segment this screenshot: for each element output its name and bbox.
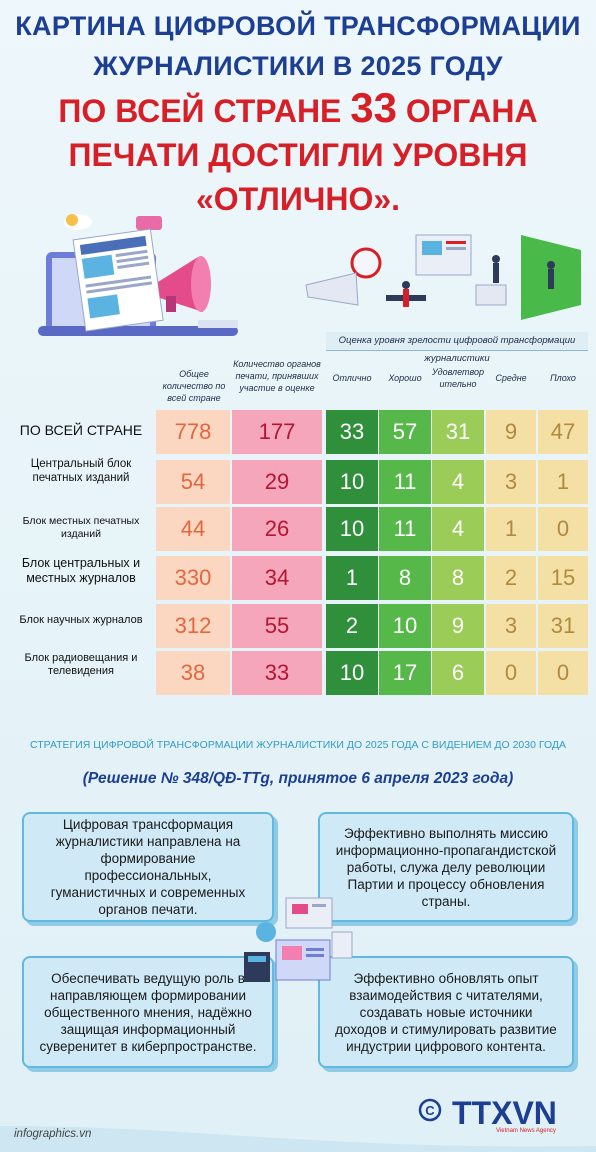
- table-cell-excellent: 1: [326, 556, 378, 600]
- table-cell-satisfactory: 4: [432, 507, 484, 551]
- table-cell-satisfactory: 9: [432, 604, 484, 648]
- table-cell-average: 2: [486, 556, 536, 600]
- row-label: Блок центральных и местных журналов: [21, 556, 141, 585]
- row-label: ПО ВСЕЙ СТРАНЕ: [19, 422, 143, 438]
- table-cell-satisfactory: 31: [432, 410, 484, 454]
- newspaper-megaphone-illustration: [38, 214, 238, 336]
- strategy-heading: СТРАТЕГИЯ ЦИФРОВОЙ ТРАНСФОРМАЦИИ ЖУРНАЛИ…: [30, 739, 566, 751]
- table-cell-poor: 31: [538, 604, 588, 648]
- goal-box-1: Цифровая трансформация журналистики напр…: [22, 812, 274, 922]
- footer-swoosh: [0, 1126, 596, 1152]
- title-line-2: ЖУРНАЛИСТИКИ В 2025 ГОДУ: [93, 51, 503, 81]
- headline-line-1: ПО ВСЕЙ СТРАНЕ 33 ОРГАНА: [58, 84, 538, 131]
- table-cell-good: 11: [379, 507, 431, 551]
- table-cell-excellent: 10: [326, 507, 378, 551]
- headline-line-2: ПЕЧАТИ ДОСТИГЛИ УРОВНЯ: [68, 137, 528, 173]
- table-cell-poor: 47: [538, 410, 588, 454]
- table-cell-poor: 0: [538, 507, 588, 551]
- row-label: Блок научных журналов: [19, 614, 143, 626]
- table-cell-total: 44: [156, 507, 230, 551]
- row-label: Блок радиовещания и телевидения: [24, 652, 138, 677]
- table-cell-participating: 177: [232, 410, 322, 454]
- table-cell-participating: 29: [232, 460, 322, 504]
- evaluation-header: Оценка уровня зрелости цифровой трансфор…: [326, 332, 588, 364]
- table-cell-average: 3: [486, 604, 536, 648]
- col-header-good: Хорошо: [388, 373, 422, 383]
- col-header-satisfactory: Удовлетвор ительно: [432, 367, 485, 389]
- table-cell-good: 11: [379, 460, 431, 504]
- table-cell-average: 9: [486, 410, 536, 454]
- col-header-total: Общее количество по всей стране: [162, 369, 226, 403]
- goal-box-4: Эффективно обновлять опыт взаимодействия…: [318, 956, 574, 1068]
- col-header-average: Средне: [495, 373, 527, 383]
- table-cell-good: 8: [379, 556, 431, 600]
- table-cell-participating: 26: [232, 507, 322, 551]
- col-header-participating: Количество органов печати, принявших уча…: [233, 359, 321, 393]
- headline-line-3: «ОТЛИЧНО».: [195, 181, 401, 217]
- goal-box-3: Обеспечивать ведущую роль в направляющем…: [22, 956, 274, 1068]
- table-cell-total: 38: [156, 651, 230, 695]
- svg-text:C: C: [425, 1103, 435, 1118]
- table-cell-satisfactory: 8: [432, 556, 484, 600]
- table-cell-total: 312: [156, 604, 230, 648]
- table-cell-participating: 33: [232, 651, 322, 695]
- goal-box-2: Эффективно выполнять миссию информационн…: [318, 812, 574, 922]
- table-cell-excellent: 10: [326, 460, 378, 504]
- table-cell-total: 778: [156, 410, 230, 454]
- table-cell-poor: 1: [538, 460, 588, 504]
- headline-number: 33: [350, 84, 397, 131]
- table-cell-participating: 55: [232, 604, 322, 648]
- table-cell-participating: 34: [232, 556, 322, 600]
- table-cell-average: 0: [486, 651, 536, 695]
- title-line-1: КАРТИНА ЦИФРОВОЙ ТРАНСФОРМАЦИИ: [15, 11, 581, 41]
- table-cell-good: 10: [379, 604, 431, 648]
- table-cell-satisfactory: 4: [432, 460, 484, 504]
- site-credit: infographics.vn: [14, 1128, 92, 1140]
- table-cell-satisfactory: 6: [432, 651, 484, 695]
- digital-newsroom-illustration: [305, 234, 581, 320]
- table-cell-excellent: 33: [326, 410, 378, 454]
- table-cell-poor: 0: [538, 651, 588, 695]
- table-cell-total: 54: [156, 460, 230, 504]
- table-cell-average: 3: [486, 460, 536, 504]
- table-cell-average: 1: [486, 507, 536, 551]
- table-cell-total: 330: [156, 556, 230, 600]
- ttxvn-logo: C TTXVN Vietnam News Agency: [418, 1095, 557, 1134]
- col-header-poor: Плохо: [550, 373, 576, 383]
- table-cell-good: 17: [379, 651, 431, 695]
- col-header-excellent: Отлично: [332, 373, 372, 383]
- title-block: КАРТИНА ЦИФРОВОЙ ТРАНСФОРМАЦИИ ЖУРНАЛИСТ…: [0, 6, 596, 221]
- decision-reference: (Решение № 348/QĐ-TTg, принятое 6 апреля…: [82, 770, 514, 787]
- row-label: Центральный блок печатных изданий: [30, 458, 132, 484]
- table-cell-excellent: 10: [326, 651, 378, 695]
- row-label: Блок местных печатных изданий: [22, 515, 140, 540]
- svg-text:TTXVN: TTXVN: [452, 1095, 557, 1131]
- table-cell-poor: 15: [538, 556, 588, 600]
- table-cell-excellent: 2: [326, 604, 378, 648]
- svg-text:Vietnam News Agency: Vietnam News Agency: [496, 1128, 556, 1134]
- table-cell-good: 57: [379, 410, 431, 454]
- digital-content-illustration: [244, 897, 353, 982]
